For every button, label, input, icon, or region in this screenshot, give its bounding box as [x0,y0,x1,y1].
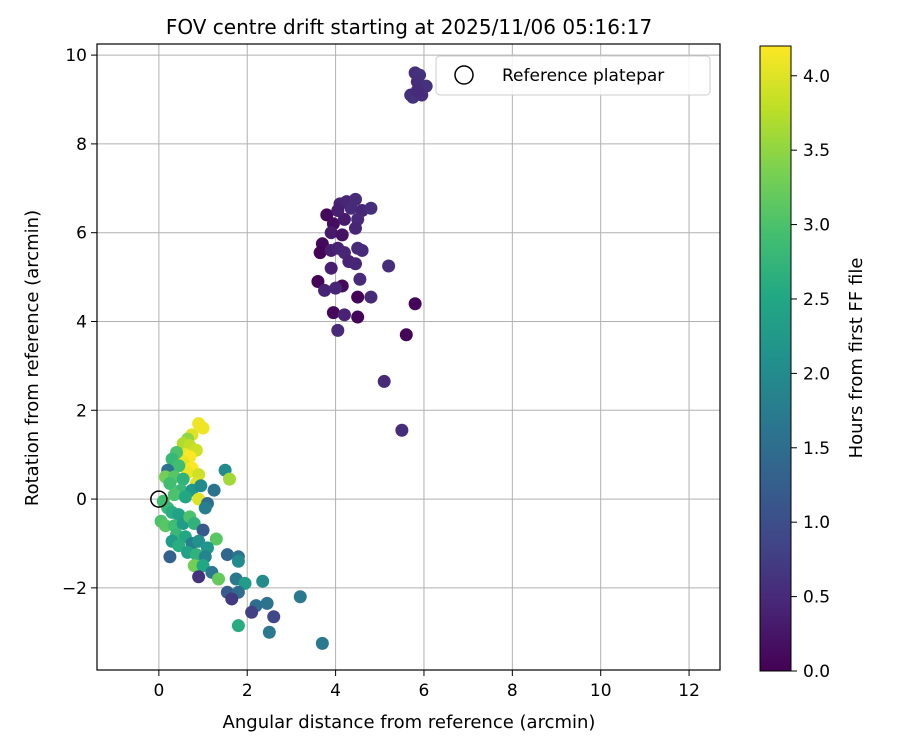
scatter-point [231,619,245,633]
x-tick-label: 10 [590,681,612,701]
scatter-point [351,290,365,304]
scatter-point [192,570,206,584]
colorbar-tick-label: 2.0 [803,364,830,384]
scatter-point [223,472,237,486]
scatter-point [238,576,252,590]
legend-label: Reference platepar [502,66,664,86]
legend-box [435,55,711,96]
y-axis-ticks: −2 0 2 4 6 8 10 [62,46,97,599]
colorbar-tick-label: 2.5 [803,290,830,310]
y-tick-label: 10 [65,46,87,66]
scatter-point [364,201,378,215]
chart-title: FOV centre drift starting at 2025/11/06 … [166,15,652,39]
y-tick-label: 8 [76,135,87,155]
scatter-point [194,479,208,493]
scatter-point [209,532,223,546]
scatter-point [176,472,190,486]
scatter-point [196,523,210,537]
scatter-point [377,374,391,388]
colorbar-tick-label: 3.5 [803,141,830,161]
scatter-point [326,306,340,320]
legend-marker [454,65,474,85]
scatter-point [311,275,325,289]
y-tick-label: 0 [76,490,87,510]
y-tick-label: 6 [76,224,87,244]
x-tick-label: 6 [419,681,430,701]
reference-point-marker [150,490,168,508]
x-tick-label: 2 [242,681,253,701]
colorbar-ticks: 0.0 0.5 1.0 1.5 2.0 2.5 3.0 3.5 4.0 [791,67,830,682]
scatter-point [198,501,212,515]
scatter-point [196,421,210,435]
scatter-point [178,490,192,504]
colorbar-tick-label: 0.0 [803,662,830,682]
scatter-point [192,534,206,548]
y-tick-label: −2 [62,579,87,599]
colorbar-tick-label: 3.0 [803,216,830,236]
scatter-point [348,257,362,271]
scatter-point [163,477,177,491]
scatter-point [324,226,338,240]
x-tick-label: 4 [330,681,341,701]
scatter-point [163,550,177,564]
scatter-point [382,259,396,273]
scatter-point [207,483,221,497]
scatter-point [337,308,351,322]
scatter-point [231,554,245,568]
y-axis-label: Rotation from reference (arcmin) [22,210,43,506]
grid-lines [97,44,720,670]
scatter-point [395,423,409,437]
colorbar-tick-label: 1.5 [803,439,830,459]
scatter-point [172,459,186,473]
scatter-point [167,488,181,502]
y-tick-label: 2 [76,401,87,421]
scatter-point [335,228,349,242]
scatter-point [331,203,345,217]
scatter-point [329,281,343,295]
scatter-point [256,574,270,588]
legend: Reference platepar [435,55,711,96]
scatter-point [196,559,210,573]
scatter-point [337,212,351,226]
scatter-point [351,310,365,324]
scatter-point [355,243,369,257]
x-tick-label: 12 [678,681,700,701]
scatter-point [324,261,338,275]
scatter-point [262,625,276,639]
scatter-point [315,636,329,650]
scatter-point [220,548,234,562]
scatter-point [318,283,332,297]
colorbar-tick-label: 1.0 [803,513,830,533]
scatter-point [364,290,378,304]
scatter-point [293,590,307,604]
scatter-point [172,539,186,553]
scatter-point [267,610,281,624]
scatter-point [399,328,413,342]
colorbar-tick-label: 0.5 [803,588,830,608]
colorbar-tick-label: 4.0 [803,67,830,87]
scatter-point [353,272,367,286]
scatter-point [212,572,226,586]
x-axis-ticks: 0 2 4 6 8 10 12 [153,670,700,701]
scatter-point [187,516,201,530]
colorbar [759,45,792,672]
scatter-point [348,221,362,235]
scatter-point [245,605,259,619]
scatter-point [225,592,239,606]
y-tick-label: 4 [76,312,87,332]
scatter-point [313,246,327,260]
scatter-points [154,66,433,650]
x-tick-label: 0 [153,681,164,701]
scatter-point [320,208,334,222]
scatter-point [331,323,345,337]
scatter-point [260,596,274,610]
plot-frame [96,43,721,671]
x-axis-label: Angular distance from reference (arcmin) [223,712,596,733]
colorbar-label: Hours from first FF file [846,258,867,459]
scatter-point [344,201,358,215]
scatter-point [408,297,422,311]
scatter-point [410,84,424,98]
x-tick-label: 8 [507,681,518,701]
